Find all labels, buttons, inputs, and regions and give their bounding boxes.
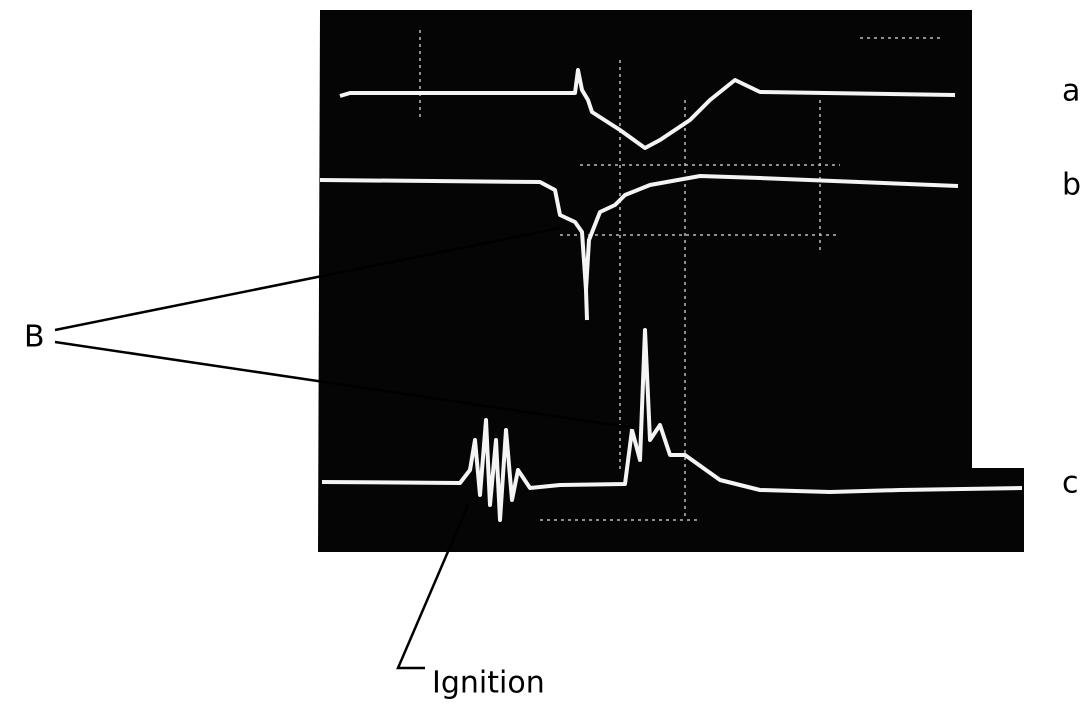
figure: a b c B Ignition (0, 0, 1086, 704)
trace-b-dip (586, 290, 587, 320)
trace-label: a (1062, 74, 1080, 109)
trace-label: c (1062, 466, 1079, 501)
page: a b c B Ignition (() => { const data = J… (0, 0, 1086, 704)
marker-label: B (24, 320, 45, 355)
trace-label: b (1062, 168, 1081, 203)
ignition-label: Ignition (432, 666, 545, 701)
